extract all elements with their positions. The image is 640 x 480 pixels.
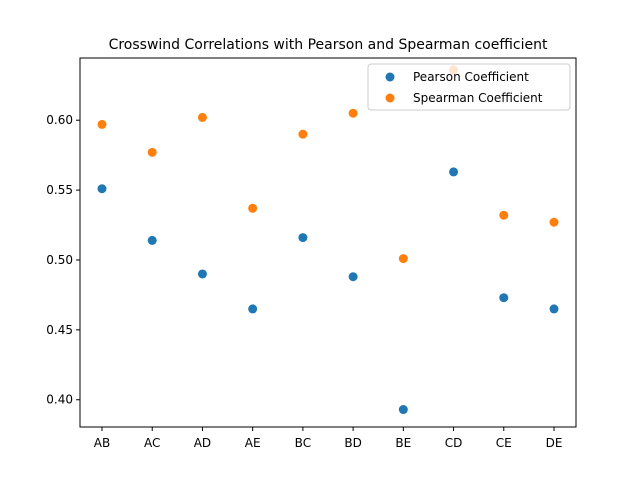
series-spearman — [97, 65, 559, 264]
axes-frame — [79, 57, 577, 428]
x-tick-label: AE — [245, 436, 261, 450]
legend-box — [367, 63, 571, 111]
legend-marker — [385, 72, 395, 82]
data-point — [348, 272, 358, 282]
data-point — [248, 304, 258, 314]
data-point — [298, 129, 308, 139]
data-point — [499, 210, 509, 220]
legend-marker — [385, 93, 395, 103]
y-axis: 0.40 0.45 0.50 0.55 0.60 — [46, 113, 80, 407]
x-tick-label: CE — [496, 436, 512, 450]
x-tick-label: AD — [194, 436, 211, 450]
y-tick-label: 0.50 — [46, 253, 73, 267]
data-point — [499, 293, 509, 303]
plot-area — [79, 57, 577, 428]
data-point — [147, 235, 157, 245]
chart-title: Crosswind Correlations with Pearson and … — [109, 37, 548, 53]
x-tick-label: BE — [395, 436, 411, 450]
data-point — [97, 184, 107, 194]
legend-label: Pearson Coefficient — [413, 70, 529, 84]
data-point — [197, 112, 207, 122]
data-point — [248, 203, 258, 213]
x-tick-label: DE — [546, 436, 563, 450]
data-point — [348, 108, 358, 118]
legend: Pearson Coefficient Spearman Coefficient — [367, 63, 571, 111]
data-point — [449, 167, 459, 177]
data-point — [97, 119, 107, 129]
x-tick-label: BD — [344, 436, 361, 450]
x-tick-label: AC — [144, 436, 160, 450]
data-point — [298, 233, 308, 243]
data-points — [97, 65, 559, 415]
x-tick-label: AB — [94, 436, 110, 450]
legend-label: Spearman Coefficient — [413, 91, 543, 105]
data-point — [549, 217, 559, 227]
y-tick-label: 0.45 — [46, 323, 73, 337]
data-point — [398, 254, 408, 264]
y-tick-label: 0.55 — [46, 183, 73, 197]
series-pearson — [97, 167, 559, 415]
data-point — [197, 269, 207, 279]
data-point — [398, 405, 408, 415]
x-tick-label: CD — [445, 436, 463, 450]
y-tick-label: 0.60 — [46, 113, 73, 127]
data-point — [147, 147, 157, 157]
x-axis: AB AC AD AE BC BD BE CD CE DE — [94, 427, 563, 450]
y-tick-label: 0.40 — [46, 393, 73, 407]
data-point — [549, 304, 559, 314]
x-tick-label: BC — [295, 436, 311, 450]
